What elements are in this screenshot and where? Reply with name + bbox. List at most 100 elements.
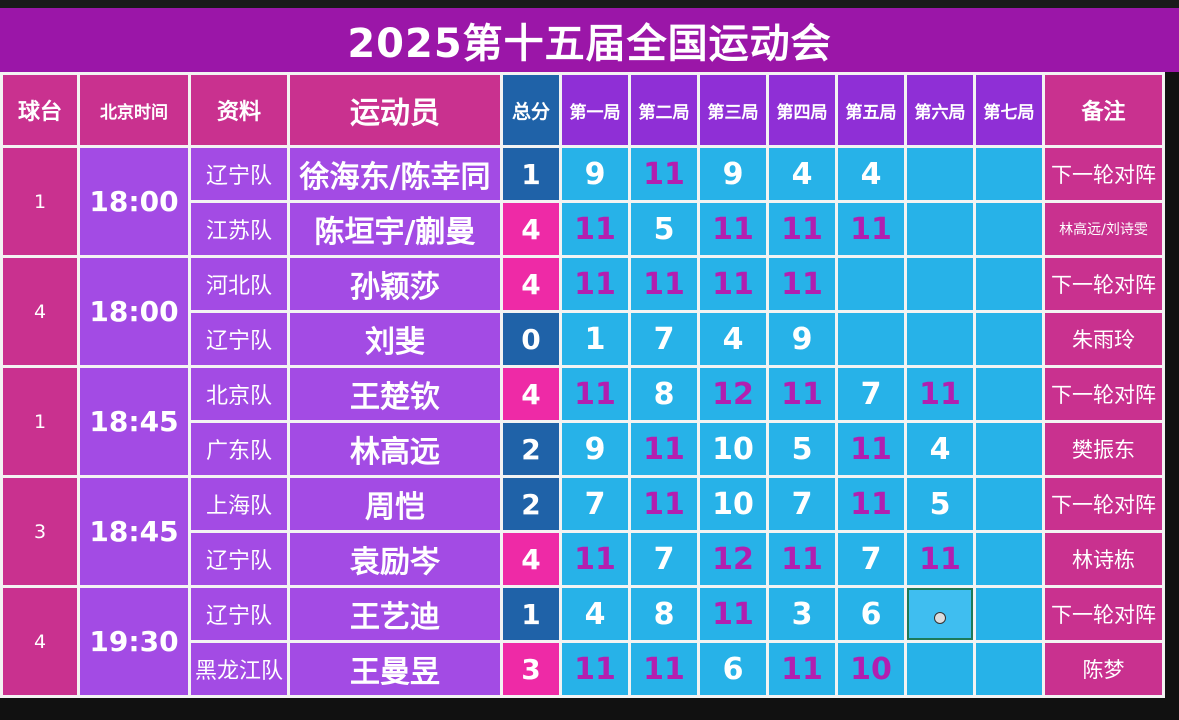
game-score: 5 [769,423,835,475]
header-game-1: 第一局 [562,75,628,145]
table-number: 4 [3,258,77,365]
game-score: 11 [907,368,973,420]
match-row: 江苏队 陈垣宇/蒯曼 4 11 5 11 11 11 林高远/刘诗雯 [3,203,1162,255]
game-score: 11 [769,643,835,695]
game-score [907,203,973,255]
game-score: 7 [562,478,628,530]
table-number: 1 [3,368,77,475]
game-score: 7 [838,533,904,585]
game-score: 11 [631,643,697,695]
game-score: 11 [562,203,628,255]
note-cell: 下一轮对阵 [1045,588,1162,640]
game-score: 11 [700,588,766,640]
note-cell: 下一轮对阵 [1045,478,1162,530]
match-row: 1 18:45 北京队 王楚钦 4 11 8 12 11 7 11 下一轮对阵 [3,368,1162,475]
game-score [976,313,1042,365]
cursor-icon [934,611,946,624]
game-score: 8 [631,588,697,640]
total-score: 1 [503,588,559,640]
match-time: 18:45 [80,368,188,475]
player-name: 袁励岑 [290,533,500,585]
game-score: 4 [769,148,835,200]
page-title: 2025第十五届全国运动会 [0,8,1179,72]
game-score: 11 [838,478,904,530]
game-score [976,258,1042,310]
header-game-7: 第七局 [976,75,1042,145]
team-name: 辽宁队 [191,533,287,585]
team-name: 辽宁队 [191,148,287,200]
game-score [907,643,973,695]
game-score: 11 [838,203,904,255]
note-cell: 林诗栋 [1045,533,1162,585]
total-score: 4 [503,203,559,255]
game-score: 11 [562,368,628,420]
header-game-4: 第四局 [769,75,835,145]
total-score: 1 [503,148,559,200]
header-row: 球台 北京时间 资料 运动员 总分 第一局 第二局 第三局 第四局 第五局 第六… [3,75,1162,145]
match-row: 3 18:45 上海队 周恺 2 7 11 10 7 11 5 下一轮对阵 [3,478,1162,585]
note-cell: 朱雨玲 [1045,313,1162,365]
game-score: 1 [562,313,628,365]
match-time: 19:30 [80,588,188,695]
team-name: 广东队 [191,423,287,475]
game-score: 6 [700,643,766,695]
player-name: 刘斐 [290,313,500,365]
header-notes: 备注 [1045,75,1162,145]
note-cell: 陈梦 [1045,643,1162,695]
table-number: 3 [3,478,77,585]
game-score: 10 [700,478,766,530]
match-row: 广东队 林高远 2 9 11 10 5 11 4 樊振东 [3,423,1162,475]
game-score: 11 [631,478,697,530]
game-score: 11 [631,423,697,475]
game-score: 11 [562,258,628,310]
game-score: 4 [700,313,766,365]
note-cell: 林高远/刘诗雯 [1045,203,1162,255]
bottom-edge [0,703,1179,720]
match-row: 1 18:00 辽宁队 徐海东/陈幸同 1 9 11 9 4 4 下一轮对阵 [3,148,1162,255]
game-score [976,533,1042,585]
team-name: 河北队 [191,258,287,310]
player-name: 陈垣宇/蒯曼 [290,203,500,255]
match-list: 1 18:00 辽宁队 徐海东/陈幸同 1 9 11 9 4 4 下一轮对阵 江苏队 陈垣宇/蒯曼 4 11… [3,148,1162,695]
game-score: 7 [631,533,697,585]
player-name: 孙颖莎 [290,258,500,310]
team-name: 江苏队 [191,203,287,255]
header-game-2: 第二局 [631,75,697,145]
game-score [907,258,973,310]
player-name: 王艺迪 [290,588,500,640]
team-name: 上海队 [191,478,287,530]
match-row: 辽宁队 袁励岑 4 11 7 12 11 7 11 林诗栋 [3,533,1162,585]
match-time: 18:00 [80,148,188,255]
game-score: 11 [700,203,766,255]
header-game-3: 第三局 [700,75,766,145]
game-score: 10 [700,423,766,475]
header-player: 运动员 [290,75,500,145]
team-name: 黑龙江队 [191,643,287,695]
game-score: 10 [838,643,904,695]
game-score: 11 [769,533,835,585]
team-name: 北京队 [191,368,287,420]
game-score [976,423,1042,475]
total-score: 4 [503,533,559,585]
game-score: 7 [838,368,904,420]
game-score [976,478,1042,530]
total-score: 0 [503,313,559,365]
note-cell: 樊振东 [1045,423,1162,475]
game-score: 11 [562,533,628,585]
game-score [976,368,1042,420]
game-score: 12 [700,533,766,585]
game-score: 11 [631,258,697,310]
game-score: 11 [838,423,904,475]
match-time: 18:45 [80,478,188,585]
game-score: 9 [769,313,835,365]
scoreboard-table: 球台 北京时间 资料 运动员 总分 第一局 第二局 第三局 第四局 第五局 第六… [0,72,1165,698]
table-number: 1 [3,148,77,255]
match-time: 18:00 [80,258,188,365]
game-score: 4 [907,423,973,475]
game-score[interactable] [907,588,973,640]
player-name: 王楚钦 [290,368,500,420]
game-score: 8 [631,368,697,420]
game-score: 11 [562,643,628,695]
header-total: 总分 [503,75,559,145]
game-score: 3 [769,588,835,640]
